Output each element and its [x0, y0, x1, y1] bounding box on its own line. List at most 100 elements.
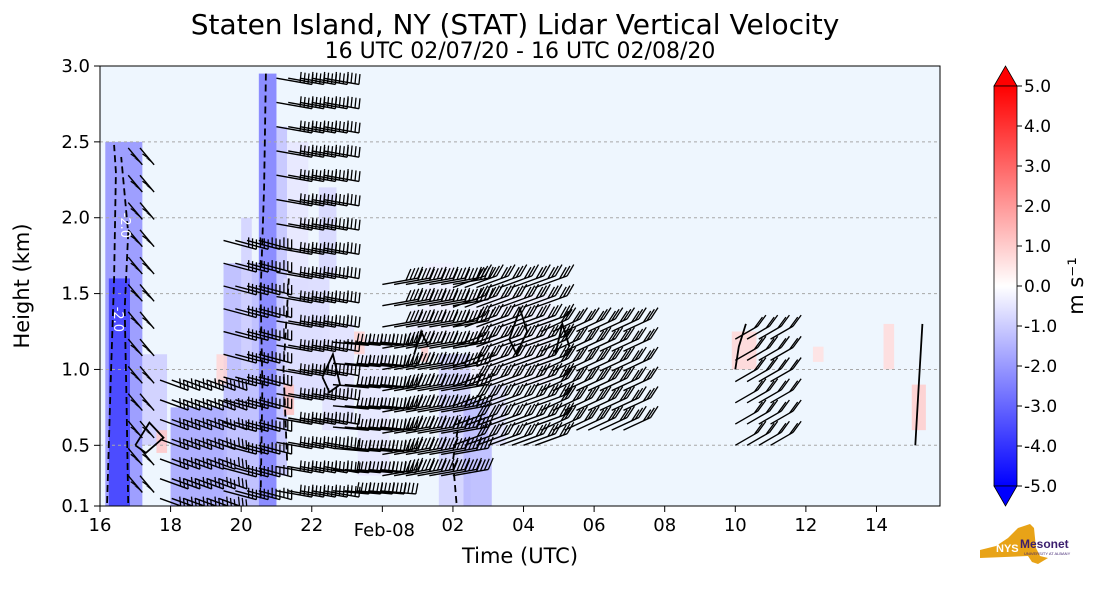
wind-barb-staff	[195, 379, 224, 391]
x-tick-label: 18	[159, 515, 182, 536]
wind-barb-tick	[444, 416, 451, 429]
wind-barb	[552, 307, 589, 333]
wind-barb-tick	[415, 419, 419, 431]
wind-barb-staff	[499, 393, 533, 407]
x-tick-label: 20	[230, 515, 253, 536]
wind-barb-tick	[417, 438, 424, 451]
wind-barb-tick	[405, 353, 412, 366]
wind-barb-tick	[417, 396, 424, 409]
wind-barb-tick	[584, 369, 593, 382]
wind-barb-tick	[452, 353, 459, 366]
wind-barb-tick	[142, 262, 150, 269]
wind-barb-tick	[346, 120, 349, 131]
wind-barb	[552, 405, 589, 431]
wind-barb-staff	[552, 377, 581, 392]
wind-barb-flag	[145, 294, 155, 302]
wind-barb-tick	[428, 332, 435, 345]
wind-barb-staff	[564, 318, 593, 333]
wind-barb	[382, 351, 424, 371]
wind-barb-staff	[393, 277, 430, 286]
wind-barb-tick	[464, 266, 471, 279]
wind-barb-staff	[323, 247, 360, 256]
wind-barb-tick	[614, 405, 624, 418]
wind-barb	[476, 283, 516, 308]
wind-barb-staff	[258, 308, 292, 319]
wind-barb	[540, 366, 577, 392]
wind-barb-staff	[523, 294, 556, 308]
wind-barb-staff	[623, 357, 651, 372]
wind-barb-tick	[350, 194, 353, 205]
wind-barb	[246, 442, 281, 455]
wind-barb-tick	[500, 266, 509, 279]
wind-barb-staff	[464, 393, 497, 407]
wind-barb-staff	[246, 330, 281, 341]
wind-barb	[487, 283, 528, 308]
wind-barb-staff	[356, 468, 393, 474]
wind-barb-tick	[487, 457, 494, 470]
wind-barb-staff	[417, 362, 454, 371]
wind-barb-tick	[642, 389, 652, 402]
wind-barb	[235, 396, 269, 410]
wind-barb-tick	[130, 207, 138, 214]
wind-barb-tick	[130, 481, 138, 487]
wind-barb-tick	[460, 267, 467, 280]
wind-barb	[258, 237, 293, 250]
wind-barb-tick	[142, 426, 150, 433]
wind-barb-tick	[452, 459, 459, 472]
wind-barb-tick	[417, 309, 424, 321]
wind-barb-tick	[527, 285, 536, 298]
wind-barb-tick	[622, 328, 632, 341]
wind-barb-tick	[614, 366, 624, 379]
wind-barb	[246, 328, 281, 341]
wind-barb-tick	[523, 345, 532, 358]
wind-barb-tick	[789, 422, 799, 435]
wind-barb-tick	[575, 387, 585, 400]
wind-barb-staff	[323, 441, 360, 450]
wind-barb	[393, 457, 436, 477]
wind-barb	[587, 366, 624, 392]
wind-barb-staff	[476, 314, 509, 328]
wind-barb-tick	[646, 348, 655, 361]
wind-barb	[139, 447, 155, 466]
wind-barb-tick	[512, 345, 520, 358]
wind-barb-staff	[440, 426, 477, 434]
wind-barb-tick	[603, 326, 612, 339]
wind-barb-tick	[476, 286, 485, 299]
wind-barb-tick	[354, 194, 357, 206]
wind-barb	[323, 436, 361, 450]
wind-barb-tick	[595, 369, 605, 382]
wind-barb	[540, 405, 577, 431]
wind-barb	[746, 335, 779, 361]
wind-barb-staff	[323, 198, 360, 207]
wind-barb-staff	[246, 239, 281, 250]
wind-barb-staff	[540, 357, 569, 372]
wind-barb-staff	[288, 441, 324, 450]
wind-barb-staff	[452, 314, 486, 328]
wind-barb	[127, 475, 143, 493]
wind-barb-tick	[417, 351, 424, 364]
wind-barb	[139, 202, 155, 220]
wind-barb-tick	[757, 314, 767, 327]
wind-barb-tick	[765, 422, 775, 435]
wind-barb-flag	[133, 294, 143, 302]
wind-barb-staff	[499, 354, 533, 368]
wind-barb	[223, 487, 258, 501]
wind-barb-staff	[429, 277, 465, 286]
wind-barb-tick	[130, 453, 138, 460]
wind-barb-staff	[452, 334, 486, 348]
colorbar-tick-label: -1.0	[1024, 317, 1057, 337]
wind-barb-tick	[413, 352, 420, 365]
wind-barb-tick	[428, 417, 435, 430]
wind-barb-tick	[622, 308, 632, 321]
wind-barb-staff	[332, 468, 369, 474]
wind-barb-staff	[171, 478, 201, 490]
wind-barb	[417, 372, 459, 392]
wind-barb-staff	[440, 383, 477, 392]
wind-barb-tick	[611, 407, 620, 420]
wind-barb	[393, 266, 436, 286]
wind-barb-staff	[382, 362, 418, 371]
wind-barb-tick	[591, 405, 600, 418]
wind-barb-tick	[358, 146, 361, 158]
wind-barb-tick	[650, 386, 659, 399]
wind-barb-tick	[480, 265, 489, 278]
